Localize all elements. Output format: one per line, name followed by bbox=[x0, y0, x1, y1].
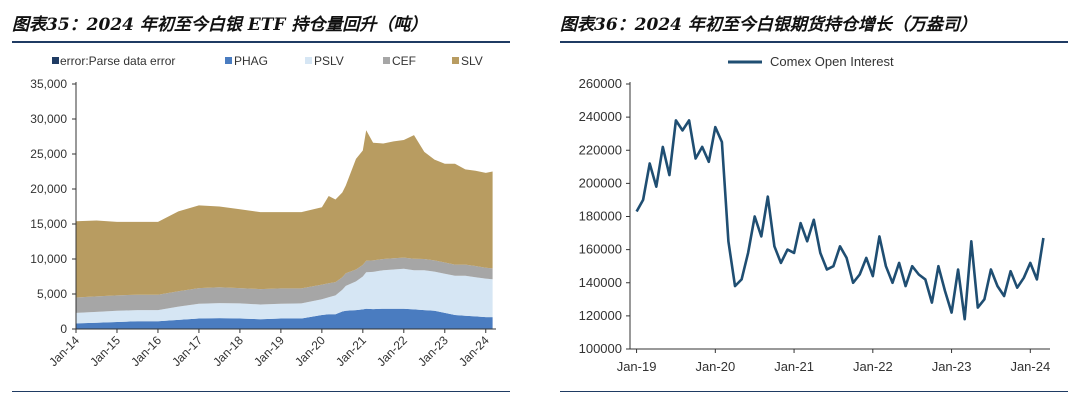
legend-label-pslv: PSLV bbox=[314, 54, 344, 68]
area-series-cef bbox=[76, 257, 493, 313]
y-tick-label: 10,000 bbox=[30, 252, 67, 266]
area-series-slv bbox=[76, 130, 493, 298]
legend-label-cef: CEF bbox=[392, 54, 416, 68]
y-tick-label: 140000 bbox=[579, 275, 622, 290]
comex-open-interest-chart: Comex Open Interest 100000 120000 140000 16… bbox=[579, 54, 1051, 374]
legend-label-slv: SLV bbox=[461, 54, 483, 68]
x-tick-label: Jan-20 bbox=[292, 333, 328, 369]
x-tick-label: Jan-20 bbox=[695, 359, 735, 374]
legend-swatch-error bbox=[52, 57, 59, 64]
legend-swatch-cef bbox=[383, 57, 390, 64]
y-tick-label: 220000 bbox=[579, 142, 622, 157]
legend: Comex Open Interest bbox=[728, 54, 894, 69]
line-series-comex bbox=[635, 119, 1045, 321]
silver-etf-holdings-chart: error:Parse data error PHAG PSLV CEF SLV… bbox=[30, 54, 496, 369]
series bbox=[635, 119, 1045, 321]
y-tick-label: 25,000 bbox=[30, 147, 67, 161]
x-tick-label: Jan-16 bbox=[128, 333, 164, 369]
x-tick-label: Jan-21 bbox=[333, 333, 369, 369]
stacked-areas bbox=[76, 130, 493, 329]
legend-swatch-slv bbox=[452, 57, 459, 64]
y-tick-label: 0 bbox=[60, 322, 67, 336]
y-tick-label: 120000 bbox=[579, 308, 622, 323]
legend-label-error: error:Parse data error bbox=[60, 54, 175, 68]
x-tick-label: Jan-22 bbox=[374, 333, 410, 369]
x-tick-label: Jan-19 bbox=[251, 333, 287, 369]
x-tick-label: Jan-17 bbox=[169, 333, 205, 369]
x-tick-label: Jan-19 bbox=[617, 359, 657, 374]
x-tick-label: Jan-23 bbox=[415, 333, 451, 369]
y-tick-label: 160000 bbox=[579, 242, 622, 257]
x-tick-label: Jan-24 bbox=[456, 333, 492, 369]
x-tick-label: Jan-22 bbox=[853, 359, 893, 374]
area-series-pslv bbox=[76, 268, 493, 324]
legend-label-phag: PHAG bbox=[234, 54, 268, 68]
x-tick-label: Jan-15 bbox=[87, 333, 123, 369]
y-tick-label: 100000 bbox=[579, 341, 622, 356]
y-tick-label: 200000 bbox=[579, 175, 622, 190]
y-tick-label: 180000 bbox=[579, 209, 622, 224]
x-tick-label: Jan-18 bbox=[210, 333, 246, 369]
x-tick-label: Jan-21 bbox=[774, 359, 814, 374]
legend: error:Parse data error PHAG PSLV CEF SLV bbox=[52, 54, 483, 68]
y-tick-label: 240000 bbox=[579, 109, 622, 124]
x-tick-label: Jan-23 bbox=[932, 359, 972, 374]
left-chart-title: 图表35：2024 年初至今白银 ETF 持仓量回升（吨） bbox=[12, 15, 428, 35]
y-tick-label: 15,000 bbox=[30, 217, 67, 231]
right-chart-title: 图表36：2024 年初至今白银期货持仓增长（万盎司） bbox=[560, 15, 977, 35]
area-series-phag bbox=[76, 308, 493, 329]
y-tick-label: 5,000 bbox=[37, 287, 67, 301]
y-tick-label: 260000 bbox=[579, 76, 622, 91]
left-bottom-rule bbox=[12, 391, 510, 392]
x-tick-label: Jan-24 bbox=[1010, 359, 1050, 374]
x-tick-label: Jan-14 bbox=[46, 333, 82, 369]
y-tick-label: 30,000 bbox=[30, 112, 67, 126]
legend-swatch-pslv bbox=[305, 57, 312, 64]
right-bottom-rule bbox=[560, 391, 1068, 392]
axes: 100000 120000 140000 160000 180000 200000 2200… bbox=[579, 76, 1051, 374]
legend-swatch-phag bbox=[225, 57, 232, 64]
right-title-rule bbox=[560, 41, 1068, 43]
left-title-rule bbox=[12, 41, 510, 43]
y-tick-label: 35,000 bbox=[30, 77, 67, 91]
y-tick-label: 20,000 bbox=[30, 182, 67, 196]
legend-label-comex: Comex Open Interest bbox=[770, 54, 894, 69]
